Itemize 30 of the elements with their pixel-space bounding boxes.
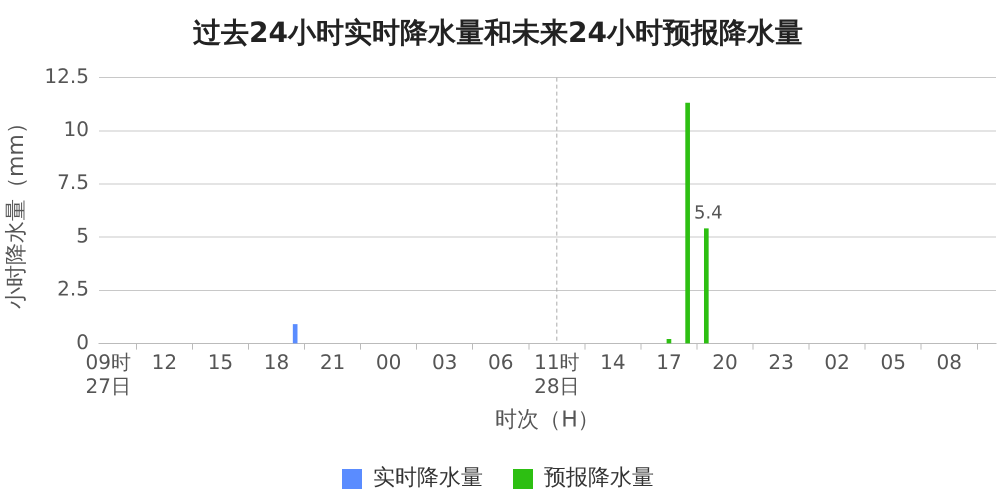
bar [292, 324, 298, 344]
chart-title: 过去24小时实时降水量和未来24小时预报降水量 [192, 16, 803, 50]
x-tick-label: 20 [712, 350, 738, 374]
x-tick-label: 15 [208, 350, 234, 374]
x-tick-label: 00 [376, 350, 402, 374]
x-tick-label: 11时 28日 [534, 350, 580, 398]
x-tick-label: 17 [656, 350, 682, 374]
y-tick-label: 2.5 [57, 276, 89, 301]
y-tick-label: 7.5 [57, 170, 89, 194]
x-tick-label: 08 [936, 350, 962, 374]
y-tick-label: 10 [63, 117, 89, 142]
bar [666, 339, 672, 344]
legend-label: 预报降水量 [544, 466, 654, 491]
x-tick-label: 06 [488, 350, 514, 374]
x-tick-label: 21 [320, 350, 346, 374]
x-axis-title: 时次（H） [495, 408, 600, 433]
y-tick-label: 5 [76, 223, 89, 248]
bar [704, 228, 709, 344]
x-tick-label: 02 [824, 350, 850, 374]
x-tick-label: 03 [432, 350, 458, 374]
bar [685, 102, 690, 344]
y-axis-title: 小时降水量（mm） [4, 112, 29, 310]
x-tick-label: 12 [152, 350, 178, 374]
x-tick-label: 14 [600, 350, 626, 374]
x-tick-label: 23 [768, 350, 794, 374]
legend-label: 实时降水量 [373, 466, 483, 491]
x-tick-label: 18 [264, 350, 290, 374]
y-tick-label: 12.5 [44, 64, 89, 88]
x-tick-label: 05 [880, 350, 906, 374]
data-label: 5.4 [694, 202, 723, 224]
